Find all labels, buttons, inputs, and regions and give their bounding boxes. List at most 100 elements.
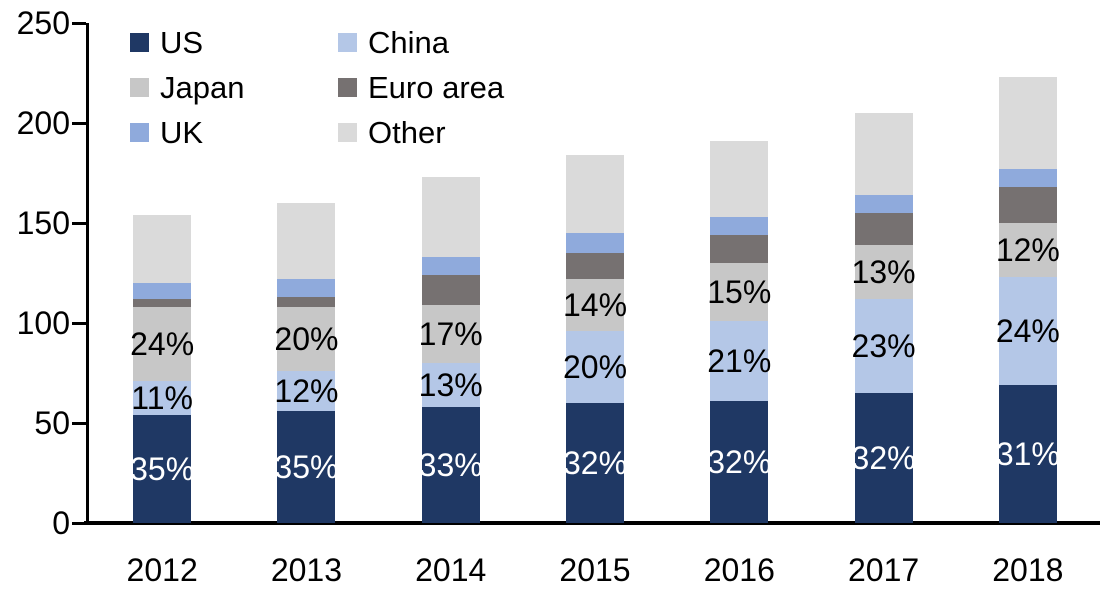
segment-label-japan-2014: 17%: [418, 316, 483, 352]
legend-item-japan: Japan: [130, 65, 338, 110]
legend-swatch-uk: [130, 123, 149, 142]
y-tick-label-150: 150: [16, 205, 70, 241]
segment-label-china-2017: 23%: [851, 328, 916, 364]
segment-label-us-2018: 31%: [995, 436, 1060, 472]
bar-segment-uk-2017: [854, 195, 913, 213]
bar-segment-us-2017: [854, 393, 913, 523]
legend-swatch-japan: [130, 78, 149, 97]
bar-segment-euro-area-2014: [421, 275, 480, 305]
legend-item-euro-area: Euro area: [338, 65, 504, 110]
segment-label-us-2013: 35%: [274, 449, 339, 485]
bar-segment-us-2016: [710, 401, 769, 523]
y-tick-mark-200: [72, 121, 86, 125]
y-tick-label-250: 250: [16, 5, 70, 41]
legend-item-uk: UK: [130, 110, 338, 155]
bar-segment-china-2012: [133, 381, 192, 415]
bar-segment-uk-2015: [566, 233, 624, 253]
y-tick-mark-250: [72, 21, 86, 25]
x-axis: [84, 521, 1100, 525]
y-tick-mark-100: [72, 321, 86, 325]
legend-swatch-euro-area: [338, 78, 357, 97]
bar-segment-other-2014: [421, 177, 480, 257]
x-axis-label-2018: 2018: [992, 552, 1064, 588]
x-axis-label-2014: 2014: [415, 552, 487, 588]
bar-segment-euro-area-2013: [277, 297, 336, 307]
segment-label-china-2018: 24%: [995, 313, 1060, 349]
bar-segment-japan-2013: [277, 307, 336, 371]
bar-segment-japan-2018: [998, 223, 1057, 277]
legend-label-japan: Japan: [160, 69, 245, 105]
legend-label-other: Other: [368, 114, 446, 150]
segment-label-china-2013: 12%: [274, 373, 339, 409]
y-tick-label-200: 200: [16, 105, 70, 141]
bar-segment-china-2014: [421, 363, 480, 407]
bar-segment-other-2013: [277, 203, 336, 279]
segment-label-us-2012: 35%: [130, 451, 195, 487]
legend-item-china: China: [338, 20, 504, 65]
x-axis-label-2013: 2013: [270, 552, 343, 588]
segment-label-us-2015: 32%: [562, 445, 628, 481]
bar-segment-japan-2016: [710, 263, 769, 321]
bar-segment-china-2016: [710, 321, 769, 401]
bar-segment-euro-area-2018: [998, 187, 1057, 223]
y-tick-label-50: 50: [34, 405, 70, 441]
y-tick-label-0: 0: [52, 505, 70, 541]
legend-swatch-us: [130, 33, 149, 52]
segment-label-china-2015: 20%: [562, 349, 628, 385]
segment-label-japan-2016: 15%: [707, 274, 772, 310]
bar-segment-other-2012: [133, 215, 192, 283]
y-tick-mark-150: [72, 221, 86, 225]
x-axis-label-2017: 2017: [847, 552, 920, 588]
bar-segment-japan-2014: [421, 305, 480, 363]
bar-segment-china-2017: [854, 299, 913, 393]
legend-swatch-other: [338, 123, 357, 142]
bar-segment-china-2015: [566, 331, 624, 403]
y-tick-label-100: 100: [16, 305, 70, 341]
bar-segment-china-2013: [277, 371, 336, 411]
legend-swatch-china: [338, 33, 357, 52]
x-axis-label-2012: 2012: [126, 552, 198, 588]
segment-label-china-2014: 13%: [418, 367, 483, 403]
legend-label-us: US: [160, 24, 204, 60]
segment-label-japan-2018: 12%: [995, 232, 1060, 268]
x-axis-label-2015: 2015: [559, 552, 631, 588]
y-axis: [86, 23, 89, 524]
legend-item-other: Other: [338, 110, 504, 155]
bar-segment-uk-2016: [710, 217, 769, 235]
segment-label-japan-2017: 13%: [851, 254, 916, 290]
legend-item-us: US: [130, 20, 338, 65]
segment-label-japan-2015: 14%: [562, 287, 628, 323]
bar-segment-uk-2012: [133, 283, 192, 299]
bar-segment-japan-2015: [566, 279, 624, 331]
segment-label-us-2014: 33%: [418, 447, 483, 483]
bar-segment-uk-2014: [421, 257, 480, 275]
bar-segment-us-2015: [566, 403, 624, 523]
bar-segment-japan-2017: [854, 245, 913, 299]
bar-segment-other-2015: [566, 155, 624, 233]
bar-segment-euro-area-2015: [566, 253, 624, 279]
bar-segment-uk-2013: [277, 279, 336, 297]
bar-segment-japan-2012: [133, 307, 192, 381]
bar-segment-us-2012: [133, 415, 192, 523]
segment-label-china-2016: 21%: [707, 343, 772, 379]
bar-segment-other-2018: [998, 77, 1057, 169]
bar-segment-other-2016: [710, 141, 769, 217]
segment-label-us-2017: 32%: [851, 440, 916, 476]
y-tick-mark-0: [72, 521, 86, 525]
bar-segment-us-2018: [998, 385, 1057, 523]
segment-label-japan-2013: 20%: [274, 321, 339, 357]
segment-label-japan-2012: 24%: [130, 326, 195, 362]
bar-segment-us-2013: [277, 411, 336, 523]
bar-segment-us-2014: [421, 407, 480, 523]
x-axis-label-2016: 2016: [703, 552, 775, 588]
bar-segment-euro-area-2012: [133, 299, 192, 307]
segment-label-china-2012: 11%: [131, 380, 193, 416]
legend-label-euro-area: Euro area: [368, 69, 505, 105]
bar-segment-euro-area-2016: [710, 235, 769, 263]
legend-label-uk: UK: [160, 114, 204, 150]
bar-segment-uk-2018: [998, 169, 1057, 187]
bar-segment-china-2018: [998, 277, 1057, 385]
y-tick-mark-50: [72, 421, 86, 425]
legend-label-china: China: [368, 24, 449, 60]
